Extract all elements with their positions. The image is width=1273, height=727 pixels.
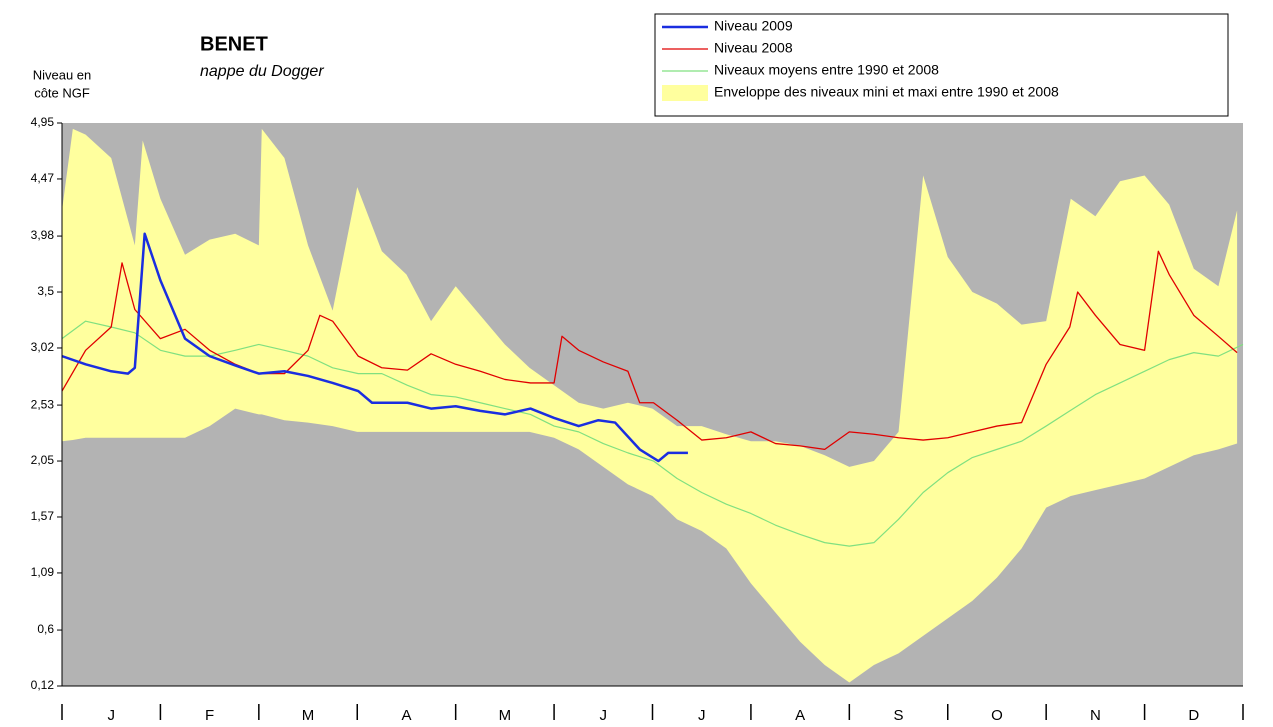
- legend-label: Niveaux moyens entre 1990 et 2008: [714, 62, 939, 78]
- legend-box: [654, 13, 1229, 117]
- y-tick-label: 3,98: [31, 228, 55, 242]
- series-line: [61, 320, 1244, 547]
- y-tick-label: 3,02: [31, 340, 55, 354]
- legend-label: Niveau 2008: [714, 40, 793, 56]
- y-tick-label: 4,47: [31, 171, 55, 185]
- x-tick-label: F: [205, 707, 214, 724]
- x-tick-label: S: [894, 707, 904, 724]
- legend-label: Enveloppe des niveaux mini et maxi entre…: [714, 84, 1059, 100]
- y-axis-label: Niveau en: [33, 67, 92, 82]
- y-axis-label: côte NGF: [34, 85, 90, 100]
- y-tick-label: 3,5: [37, 284, 54, 298]
- y-tick-label: 2,53: [31, 397, 55, 411]
- series-line: [61, 232, 688, 463]
- x-tick-label: M: [302, 707, 315, 724]
- x-tick-label: O: [991, 707, 1003, 724]
- y-tick-label: 0,12: [31, 678, 55, 692]
- x-tick-label: J: [107, 707, 115, 724]
- x-tick-label: A: [401, 707, 411, 724]
- chart-title: BENET: [200, 33, 268, 55]
- x-tick-label: J: [698, 707, 706, 724]
- legend: Niveau 2009 Niveau 2008 Niveaux moyens ent…: [654, 13, 1229, 117]
- y-tick-label: 1,09: [31, 565, 55, 579]
- x-tick-label: M: [499, 707, 512, 724]
- x-tick-label: N: [1090, 707, 1101, 724]
- x-tick-label: A: [795, 707, 805, 724]
- y-tick-label: 0,6: [37, 622, 54, 636]
- x-tick-label: D: [1188, 707, 1199, 724]
- y-tick-label: 4,95: [31, 115, 55, 129]
- y-tick-label: 2,05: [31, 453, 55, 467]
- envelope-band: [62, 128, 1238, 683]
- chart-subtitle: nappe du Dogger: [200, 63, 324, 80]
- y-tick-label: 1,57: [31, 509, 55, 523]
- x-tick-label: J: [600, 707, 608, 724]
- legend-label: Niveau 2009: [714, 18, 793, 34]
- legend-swatch: [662, 85, 708, 101]
